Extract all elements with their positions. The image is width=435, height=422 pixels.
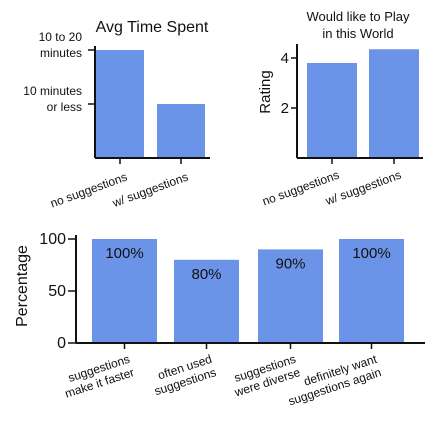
y-tick-label: 4 bbox=[281, 50, 289, 67]
y-tick-label: 10 to 20 minutes bbox=[39, 30, 83, 60]
y-axis-label: Percentage bbox=[14, 245, 31, 327]
data-label: 90% bbox=[275, 255, 305, 272]
bar bbox=[174, 259, 239, 343]
chart-title: Would like to Play in this World bbox=[306, 9, 410, 41]
bar bbox=[307, 63, 357, 158]
y-tick-label: 100 bbox=[39, 231, 66, 248]
x-tick-label: suggestionsmake it faster bbox=[59, 352, 136, 401]
bar bbox=[92, 239, 157, 343]
bar bbox=[369, 49, 419, 158]
y-tick-label: 10 minutes or less bbox=[23, 84, 82, 114]
chart-title: Avg Time Spent bbox=[96, 19, 209, 36]
bar bbox=[157, 104, 205, 158]
data-label: 100% bbox=[105, 245, 143, 262]
x-tick-label: definitely wantsuggestions again bbox=[282, 352, 383, 409]
y-axis-label: Rating bbox=[257, 70, 274, 113]
y-tick-label: 2 bbox=[281, 100, 289, 117]
y-tick-label: 50 bbox=[48, 283, 66, 300]
y-tick-label: 0 bbox=[57, 335, 66, 352]
data-label: 100% bbox=[352, 245, 390, 262]
data-label: 80% bbox=[191, 266, 221, 283]
bar bbox=[96, 50, 144, 158]
bar bbox=[339, 239, 404, 343]
x-tick-label: often usedsuggestions bbox=[148, 352, 218, 398]
bar bbox=[258, 249, 323, 343]
